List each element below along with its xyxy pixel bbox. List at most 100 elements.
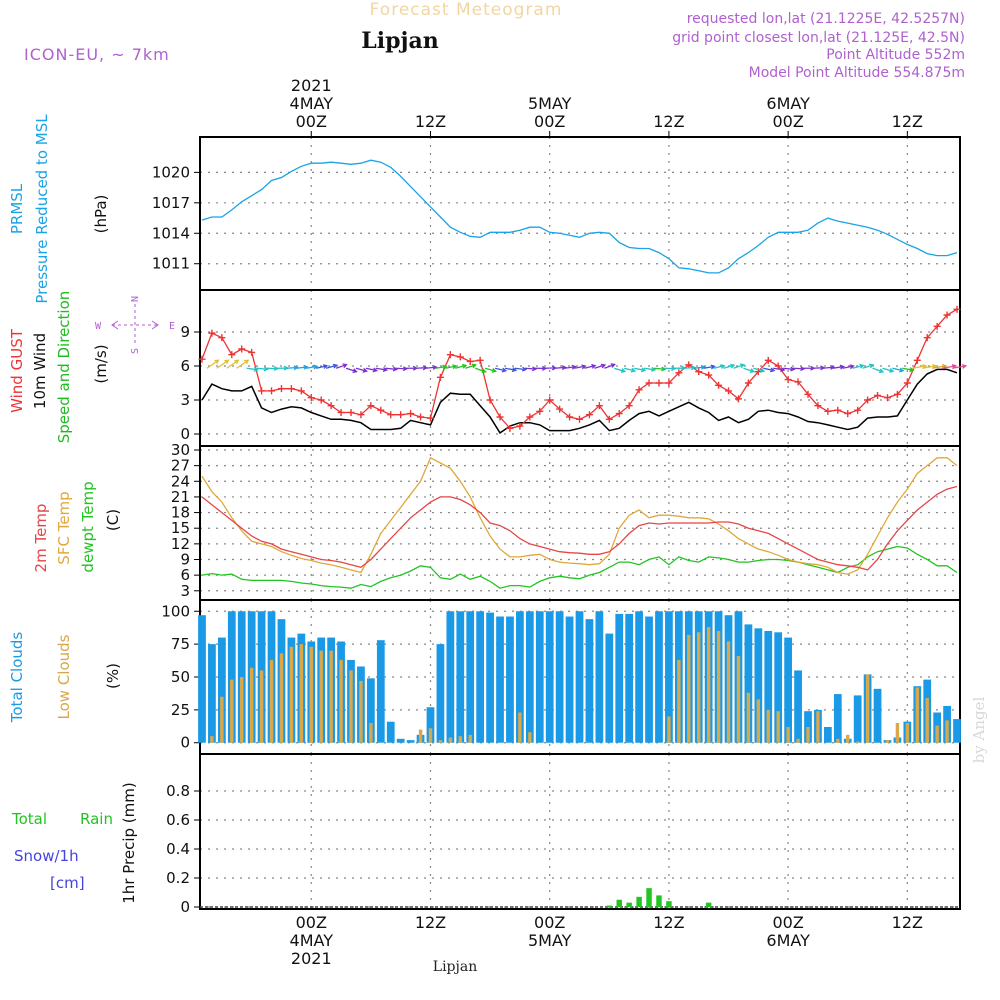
y-tick-label: 6 [180, 357, 190, 375]
low-cloud-bar [885, 740, 890, 743]
low-cloud-bar [349, 670, 353, 743]
y-tick-label: 0.2 [166, 869, 190, 887]
wind-direction-arrow-icon [306, 364, 319, 370]
gust-marker [814, 402, 822, 410]
gust-marker [576, 415, 584, 423]
low-cloud-bar [925, 698, 929, 743]
wind-direction-arrow-icon [663, 366, 677, 372]
gust-marker [605, 415, 613, 423]
low-cloud-bar [776, 711, 780, 743]
low-cloud-bar [438, 740, 443, 743]
gust-marker [337, 408, 345, 416]
y-tick-label: 27 [171, 457, 190, 475]
time-label-top: 12Z [415, 112, 446, 131]
total-cloud-bar [466, 611, 475, 743]
panel-frame [199, 753, 961, 910]
gust-marker [218, 334, 226, 342]
precip-panel: 0 0.2 0.4 0.6 0.8 [166, 753, 961, 916]
gust-marker [426, 414, 434, 422]
low-cloud-bar [240, 677, 244, 743]
wind-direction-arrow-icon [226, 359, 240, 369]
y-tick-label: 1017 [152, 194, 190, 212]
total-cloud-bar [208, 644, 216, 743]
total-cloud-bar [396, 738, 405, 743]
time-label-top: 00Z [772, 112, 803, 131]
low-cloud-bar [806, 726, 810, 743]
low-cloud-bar [865, 674, 870, 743]
gust-marker [834, 406, 842, 414]
low-cloud-bar [726, 641, 731, 743]
total-cloud-bar [525, 611, 534, 743]
total-cloud-bar [406, 740, 415, 743]
low-cloud-bar [329, 650, 333, 743]
total-clouds-label: Total Clouds [8, 632, 26, 724]
gust-marker [943, 311, 951, 319]
wind-direction-arrow-icon [425, 364, 438, 370]
y-tick-label: 75 [171, 635, 190, 653]
model-altitude: Model Point Altitude 554.875m [749, 65, 965, 81]
clouds-panel: 0 25 50 75 100 [161, 599, 961, 755]
gust-marker [327, 402, 335, 410]
wind-direction-arrow-icon [206, 359, 220, 369]
gust-marker [446, 351, 454, 359]
low-cloud-bar [706, 627, 711, 743]
gust-marker [277, 385, 285, 393]
low-cloud-bar [766, 709, 770, 743]
wind-direction-arrow-icon [594, 363, 607, 369]
wind-direction-arrow-icon [822, 364, 836, 370]
gust-marker [347, 408, 355, 416]
rain-bar [606, 905, 613, 907]
gust-marker [367, 402, 375, 410]
total-cloud-bar [367, 678, 375, 743]
wind-speed-line [201, 368, 958, 434]
time-label-top: 00Z [534, 112, 565, 131]
wind-label: 10m Wind [31, 333, 49, 409]
wind-direction-arrow-icon [783, 366, 796, 372]
total-cloud-bar [436, 644, 445, 743]
panel-frame [199, 136, 961, 291]
gust-marker [556, 405, 564, 413]
gust-marker [526, 413, 534, 421]
low-cloud-bar [796, 738, 800, 743]
total-cloud-bar [655, 611, 663, 743]
gust-marker [715, 381, 723, 389]
wind-direction-arrow-icon [455, 363, 468, 369]
y-tick-label: 6 [180, 566, 190, 584]
gust-marker [536, 407, 544, 415]
wind-direction-arrow-icon [256, 366, 269, 372]
low-cloud-bar [915, 687, 919, 743]
wind-gust-line [201, 308, 958, 430]
gust-marker [923, 334, 931, 342]
y-tick-label: 0 [180, 425, 190, 443]
total-cloud-bar [645, 616, 653, 743]
temp-unit: (C) [104, 509, 122, 531]
wind-direction-arrow-icon [693, 364, 707, 370]
low-cloud-bar [518, 712, 522, 743]
gust-marker [357, 411, 365, 419]
wind-direction-arrow-icon [713, 364, 726, 369]
low-cloud-bar [687, 634, 691, 743]
wind-direction-arrow-icon [832, 364, 846, 370]
low-cloud-bar [945, 720, 949, 743]
wind-direction-arrow-icon [733, 363, 746, 369]
total-cloud-bar [744, 624, 753, 743]
low-cloud-bar [697, 632, 701, 743]
gust-marker [307, 394, 315, 402]
total-cloud-bar [555, 611, 564, 743]
chart-title: Forecast Meteogram [370, 0, 563, 20]
wind-direction-arrow-icon [445, 364, 458, 370]
gust-marker [456, 353, 464, 361]
wind-direction-arrow-icon [634, 367, 647, 373]
time-label-bottom: 6MAY [766, 931, 810, 950]
rain-bar [636, 896, 642, 907]
wind-direction-arrow-icon [574, 364, 587, 370]
precip-unit: 1hr Precip (mm) [120, 782, 138, 903]
y-tick-label: 15 [171, 519, 190, 537]
total-cloud-bar [516, 611, 524, 743]
time-label-top: 00Z [296, 112, 327, 131]
dewpt-label: dewpt Temp [79, 481, 97, 572]
requested-coords: requested lon,lat (21.1225E, 42.5257N) [687, 11, 965, 27]
gust-marker [585, 411, 593, 419]
gust-marker [734, 395, 742, 403]
total-cloud-bar [476, 611, 485, 743]
